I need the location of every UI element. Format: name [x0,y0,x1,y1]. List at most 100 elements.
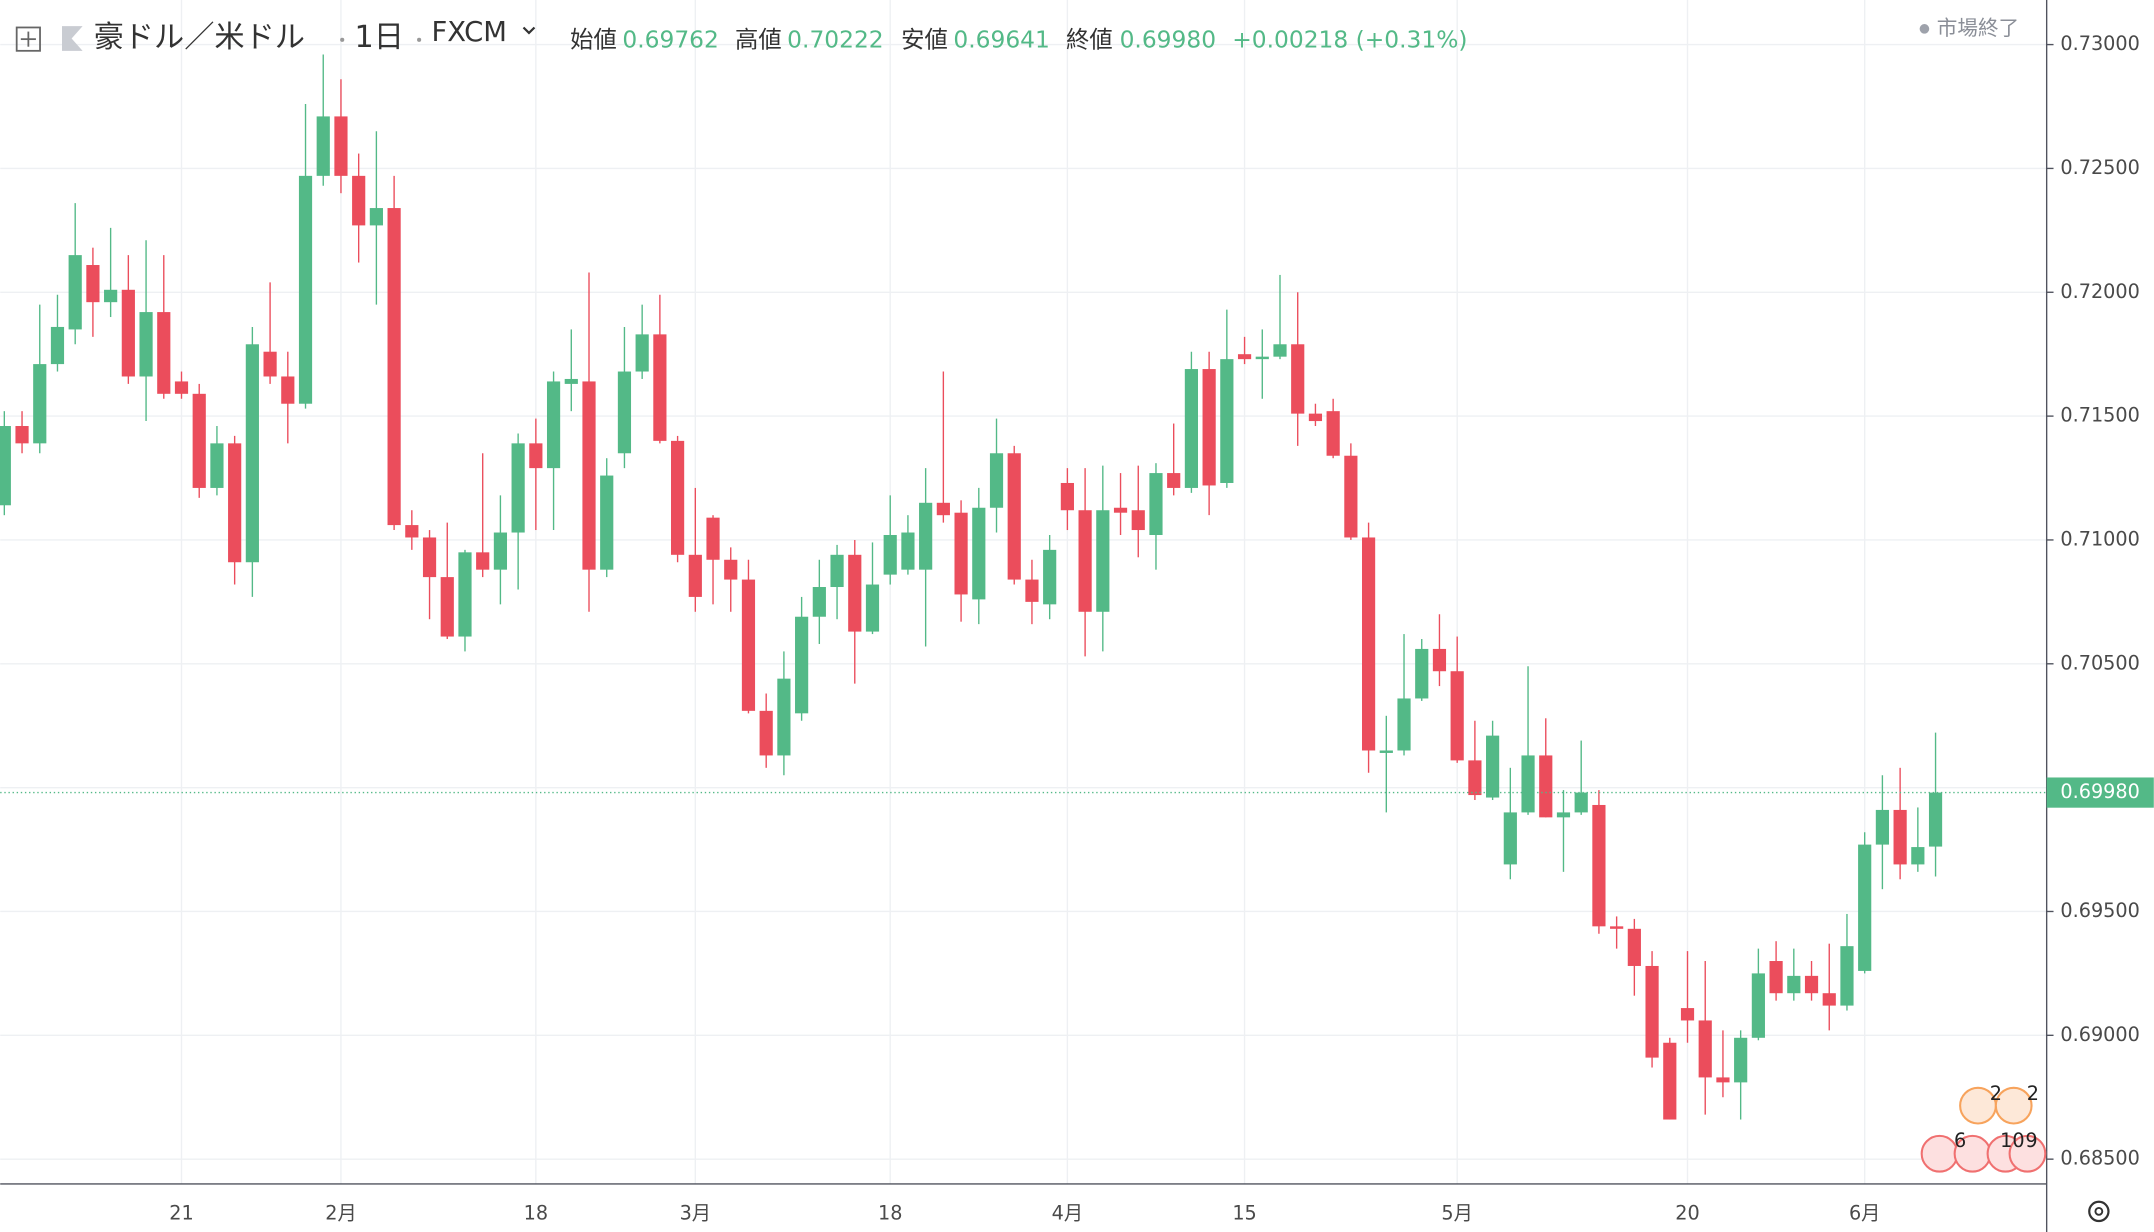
x-tick-label: 18 [524,1202,548,1225]
candle-body [741,579,756,711]
candle-body [1131,510,1145,531]
market-status: 市場終了 [1937,16,2019,40]
last-price-label: 0.69980 [2060,780,2139,803]
candle-body [104,289,118,303]
candle-body [334,116,348,176]
candle-body [635,334,649,372]
candle-body [795,616,809,714]
layout-icon[interactable] [15,26,41,52]
candle-body [1556,812,1571,818]
candle-body [1379,750,1393,753]
x-tick-label: 18 [878,1202,902,1225]
candle-body [1858,844,1872,971]
candle-body [901,532,915,570]
source-chevron[interactable] [522,26,536,35]
candle-body [1663,1042,1677,1120]
close-value: 0.69980 [1120,26,1216,54]
candle-body [192,393,206,488]
candle-body [954,512,968,595]
candle-body [1680,1008,1695,1021]
flag-icon [62,26,83,51]
candle-body [33,364,47,444]
candle-body [1822,993,1836,1006]
y-tick-label: 0.70500 [2060,651,2139,674]
candle-body [1751,973,1765,1038]
x-tick-label: 15 [1232,1202,1256,1225]
candle-body [989,453,1004,508]
separator [417,37,422,42]
candle-body [759,710,773,756]
candle-body [228,443,242,563]
candle-body [1503,812,1517,865]
candle-body [1539,755,1553,818]
status-dot [1919,24,1930,34]
candle-body [1450,671,1464,761]
settings-icon[interactable] [2088,1200,2110,1223]
source[interactable]: FXCM [431,17,506,48]
candle-body [1344,455,1358,538]
low-value: 0.69641 [953,26,1049,54]
candle-body [263,351,277,377]
candle-body [1397,698,1411,751]
candle-body [582,381,596,570]
candle-body [405,525,419,538]
candle-body [883,534,897,575]
event-icon[interactable] [2008,1134,2047,1173]
settings-icon [2094,1207,2104,1216]
interval[interactable]: 1日 [355,20,404,55]
candle-body [352,175,366,226]
separator [340,37,345,42]
symbol[interactable]: 豪ドル／米ドル [94,20,305,55]
candle-body [671,440,685,555]
candle-body [493,532,508,570]
candle-body [865,584,880,632]
candle-body [564,378,578,384]
event-count: 2 [2027,1082,2039,1105]
x-tick-label: 21 [169,1202,193,1225]
candle-body [600,475,614,570]
candle-body [1078,510,1092,612]
candle-body [1698,1020,1712,1078]
candle-body [1928,792,1943,847]
candle-body [245,344,259,563]
candle-body [422,537,437,578]
candle-body [476,552,490,570]
candle-body [1361,537,1376,751]
candle-body [812,587,826,617]
candle-body [1043,549,1057,605]
candle-body [1096,510,1110,612]
candle-body [1627,928,1641,966]
candle-body [174,381,189,394]
settings-button[interactable] [2088,1200,2110,1223]
candle-body [1574,792,1588,813]
y-tick-label: 0.71500 [2060,404,2139,427]
candle-body [1113,507,1128,513]
candle-body [1025,579,1039,602]
candle-body [1521,755,1535,813]
candle-body [1840,946,1854,1006]
x-tick-label: 5月 [1441,1202,1472,1225]
y-tick-label: 0.69000 [2060,1023,2139,1046]
event-icon[interactable] [1920,1134,1959,1173]
candle-body [848,554,862,632]
event-count: 6 [1954,1129,1966,1152]
candle-body [1184,369,1199,488]
event-count: 10 [2000,1129,2024,1152]
candle-body [688,554,702,597]
candle-body [1769,961,1783,994]
open-label: 始値 [570,26,617,54]
x-tick-label: 2月 [325,1202,356,1225]
candle-body [210,443,224,488]
y-tick-label: 0.71000 [2060,527,2139,550]
candle-body [1468,760,1482,796]
candle-body [1875,809,1889,845]
x-tick-label: 3月 [680,1202,711,1225]
event-icon[interactable] [1994,1086,2033,1125]
candle-body [617,371,632,454]
candle-body [1911,847,1925,865]
candle-body [1486,735,1500,798]
candle-body [369,208,383,226]
candle-body [1326,411,1340,456]
candle-body [546,381,561,469]
